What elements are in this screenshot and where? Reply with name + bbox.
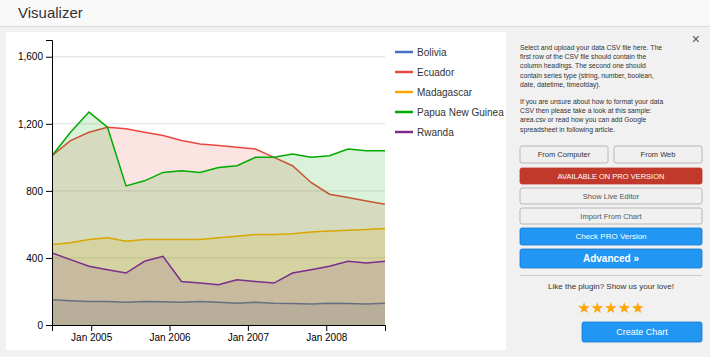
button-label[interactable]: AVAILABLE ON PRO VERSION [558, 172, 665, 181]
y-axis: 0 400 800 1,200 1,600 [18, 41, 53, 331]
button-label[interactable]: From Computer [538, 150, 591, 159]
button[interactable] [520, 188, 702, 204]
area [52, 253, 385, 325]
button[interactable] [520, 228, 702, 245]
tick-label: Jan 2005 [71, 332, 113, 343]
button[interactable] [520, 168, 702, 184]
tick-label: Jan 2006 [149, 332, 191, 343]
tick: 400 [26, 253, 52, 264]
side-panel: × Select and upload your data CSV file he… [520, 31, 702, 342]
legend-swatch [395, 91, 413, 94]
tick-label: Jan 2008 [306, 332, 348, 343]
button-label[interactable]: Import From Chart [580, 212, 642, 221]
tick-mark [46, 191, 52, 192]
legend-swatch [395, 51, 413, 54]
tick: Jan 2006 [149, 325, 191, 343]
tick-mark [46, 325, 52, 326]
tick-label: 1,200 [18, 119, 43, 130]
legend: Bolivia Ecuador Madagascar Papua New Guinea… [395, 47, 504, 138]
button[interactable] [582, 322, 702, 342]
legend-label: Ecuador [417, 67, 455, 78]
grid-line [52, 56, 385, 57]
axis-line [46, 41, 53, 326]
grid [52, 57, 385, 325]
title: Visualizer [18, 4, 83, 21]
annotation: Like the plugin? Show us your love! [548, 282, 674, 291]
tick-label: 800 [26, 186, 43, 197]
background [0, 0, 710, 357]
button-label[interactable]: Create Chart [616, 327, 668, 337]
line [52, 253, 385, 285]
chart-background [6, 32, 506, 350]
line [52, 112, 385, 186]
button[interactable] [520, 146, 608, 163]
tick-mark [326, 325, 327, 331]
button[interactable] [614, 146, 702, 163]
x-axis: Jan 2005 Jan 2006 Jan 2007 Jan 2008 [53, 325, 386, 343]
tick: Jan 2007 [228, 325, 270, 343]
legend-label: Rwanda [417, 127, 454, 138]
tick-mark [91, 325, 92, 331]
divider [520, 275, 702, 276]
button-label[interactable]: Show Live Editor [583, 192, 640, 201]
legend-swatch [395, 111, 413, 114]
button-label[interactable]: From Web [641, 150, 676, 159]
legend-swatch [395, 131, 413, 134]
area [52, 112, 385, 325]
legend-label: Papua New Guinea [417, 107, 504, 118]
tick: 1,600 [18, 51, 52, 62]
legend-swatch [395, 71, 413, 74]
tick-label: 0 [37, 320, 43, 331]
annotation: ★★★★★ [577, 299, 644, 316]
button[interactable] [520, 208, 702, 224]
tick-label: 1,600 [18, 51, 43, 62]
annotation: Select and upload your data CSV file her… [520, 44, 662, 89]
annotation[interactable]: × [692, 31, 700, 47]
button[interactable] [520, 249, 702, 268]
legend-label: Madagascar [417, 87, 473, 98]
tick-mark [46, 124, 52, 125]
button-label[interactable]: Advanced » [583, 253, 640, 264]
annotation: If you are unsure about how to format yo… [520, 98, 663, 134]
button-label[interactable]: Check PRO Version [575, 232, 646, 241]
tick: 1,200 [18, 119, 52, 130]
tick: Jan 2008 [306, 325, 348, 343]
tick-mark [46, 258, 52, 259]
title-bar [0, 0, 710, 26]
legend-label: Bolivia [417, 47, 447, 58]
axis-line [53, 326, 386, 332]
tick: 800 [26, 186, 52, 197]
plot-area [52, 112, 385, 325]
tick-mark [170, 325, 171, 331]
tick: 0 [37, 320, 52, 331]
tick-label: 400 [26, 253, 43, 264]
tick: Jan 2005 [71, 325, 113, 343]
tick-mark [46, 57, 52, 58]
tick-mark [248, 325, 249, 331]
tick-label: Jan 2007 [228, 332, 270, 343]
title-border [0, 26, 710, 27]
